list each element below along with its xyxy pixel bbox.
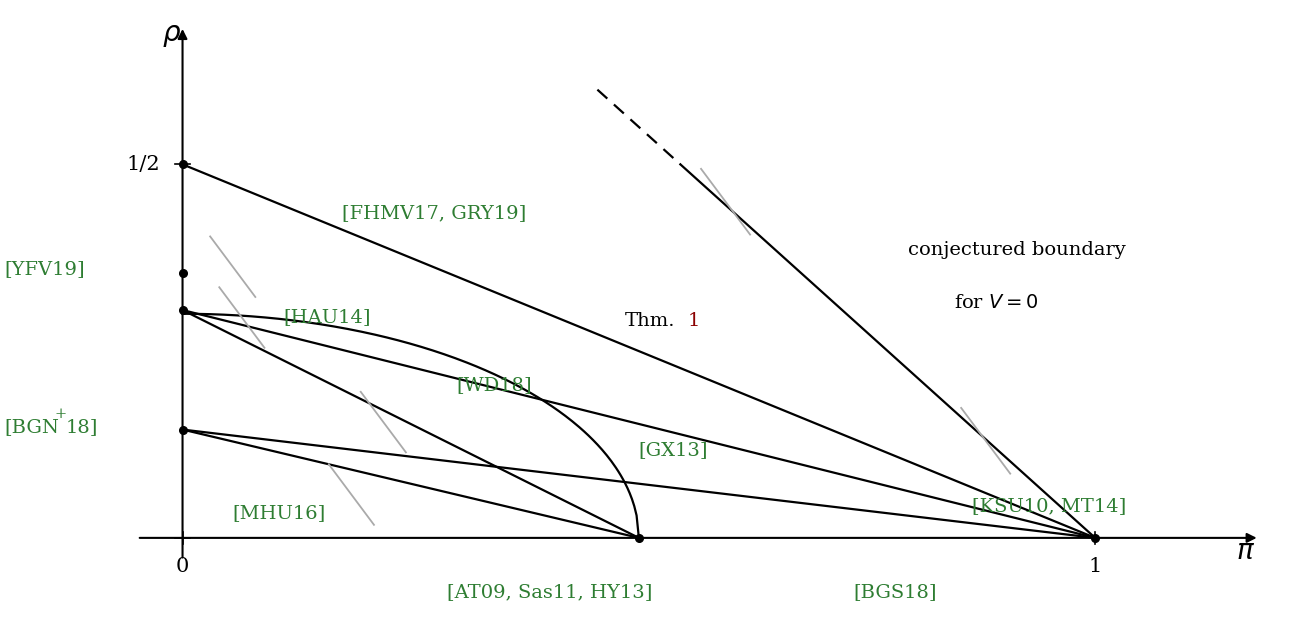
Text: [BGS18]: [BGS18] — [853, 583, 937, 601]
Text: [BGN: [BGN — [5, 418, 60, 436]
Text: [GX13]: [GX13] — [639, 441, 709, 458]
Text: [FHMV17, GRY19]: [FHMV17, GRY19] — [342, 204, 526, 222]
Text: $\pi$: $\pi$ — [1236, 538, 1256, 565]
Text: 1: 1 — [1089, 556, 1102, 575]
Text: conjectured boundary: conjectured boundary — [908, 241, 1126, 259]
Text: [MHU16]: [MHU16] — [233, 504, 327, 522]
Text: +: + — [54, 407, 67, 421]
Text: 1/2: 1/2 — [126, 155, 159, 174]
Text: [WD18]: [WD18] — [456, 376, 531, 394]
Text: 18]: 18] — [66, 418, 98, 436]
Text: [YFV19]: [YFV19] — [5, 260, 86, 278]
Text: [AT09, Sas11, HY13]: [AT09, Sas11, HY13] — [447, 583, 653, 601]
Text: [HAU14]: [HAU14] — [283, 309, 371, 326]
Text: 0: 0 — [176, 556, 189, 575]
Text: Thm.: Thm. — [625, 312, 675, 330]
Text: [KSU10, MT14]: [KSU10, MT14] — [972, 497, 1126, 516]
Text: $\rho$: $\rho$ — [162, 22, 181, 50]
Text: for $V = 0$: for $V = 0$ — [954, 293, 1038, 312]
Text: 1: 1 — [687, 312, 700, 330]
